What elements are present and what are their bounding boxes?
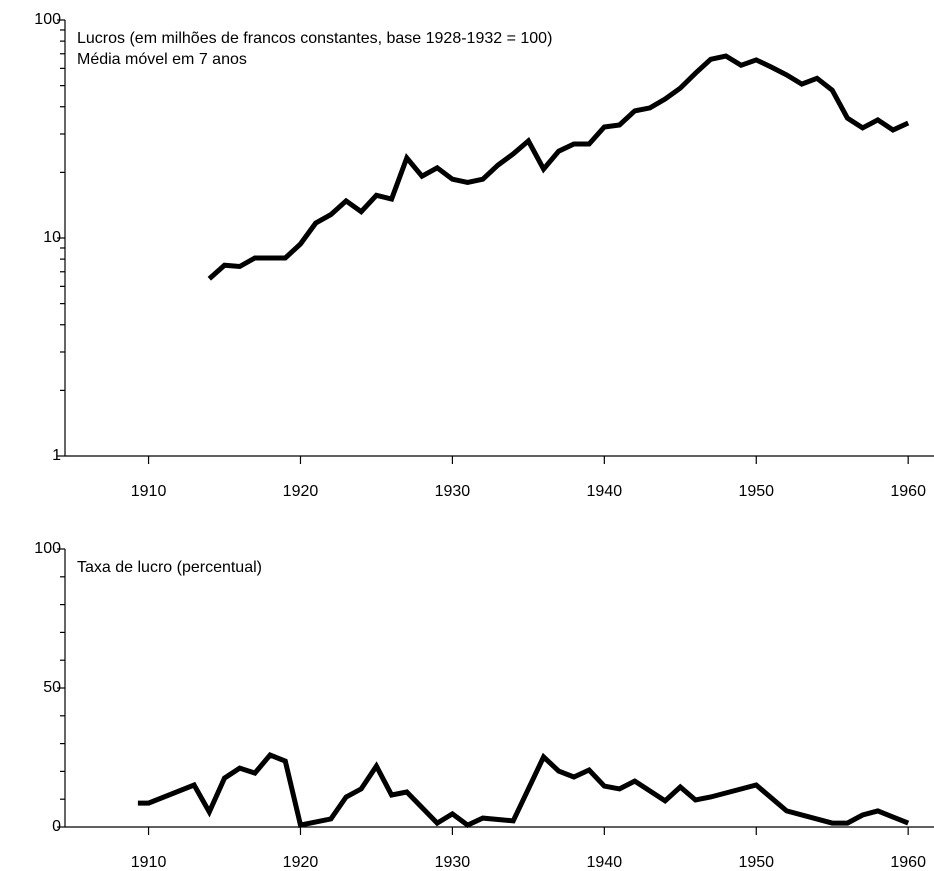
x-tick-label: 1940 <box>587 854 623 871</box>
y-tick-label: 1 <box>52 447 61 464</box>
x-tick-label: 1910 <box>131 483 167 500</box>
x-tick-label: 1950 <box>738 483 774 500</box>
data-line <box>207 53 910 281</box>
x-tick-label: 1920 <box>283 854 319 871</box>
x-tick-label: 1930 <box>435 854 471 871</box>
x-tick-label: 1960 <box>890 483 926 500</box>
x-tick-label: 1950 <box>738 854 774 871</box>
y-tick-label: 100 <box>34 11 61 28</box>
chart-title: Lucros (em milhões de francos constantes… <box>77 30 552 47</box>
chart-subtitle: Média móvel em 7 anos <box>77 51 247 68</box>
x-tick-label: 1960 <box>890 854 926 871</box>
x-tick-label: 1930 <box>435 483 471 500</box>
data-line <box>137 752 910 829</box>
x-tick-label: 1940 <box>587 483 623 500</box>
chart-title: Taxa de lucro (percentual) <box>77 559 262 576</box>
y-tick-label: 100 <box>34 540 61 557</box>
x-tick-label: 1920 <box>283 483 319 500</box>
y-tick-label: 0 <box>52 818 61 835</box>
y-tick-label: 50 <box>43 679 61 696</box>
y-tick-label: 10 <box>43 229 61 246</box>
x-tick-label: 1910 <box>131 854 167 871</box>
